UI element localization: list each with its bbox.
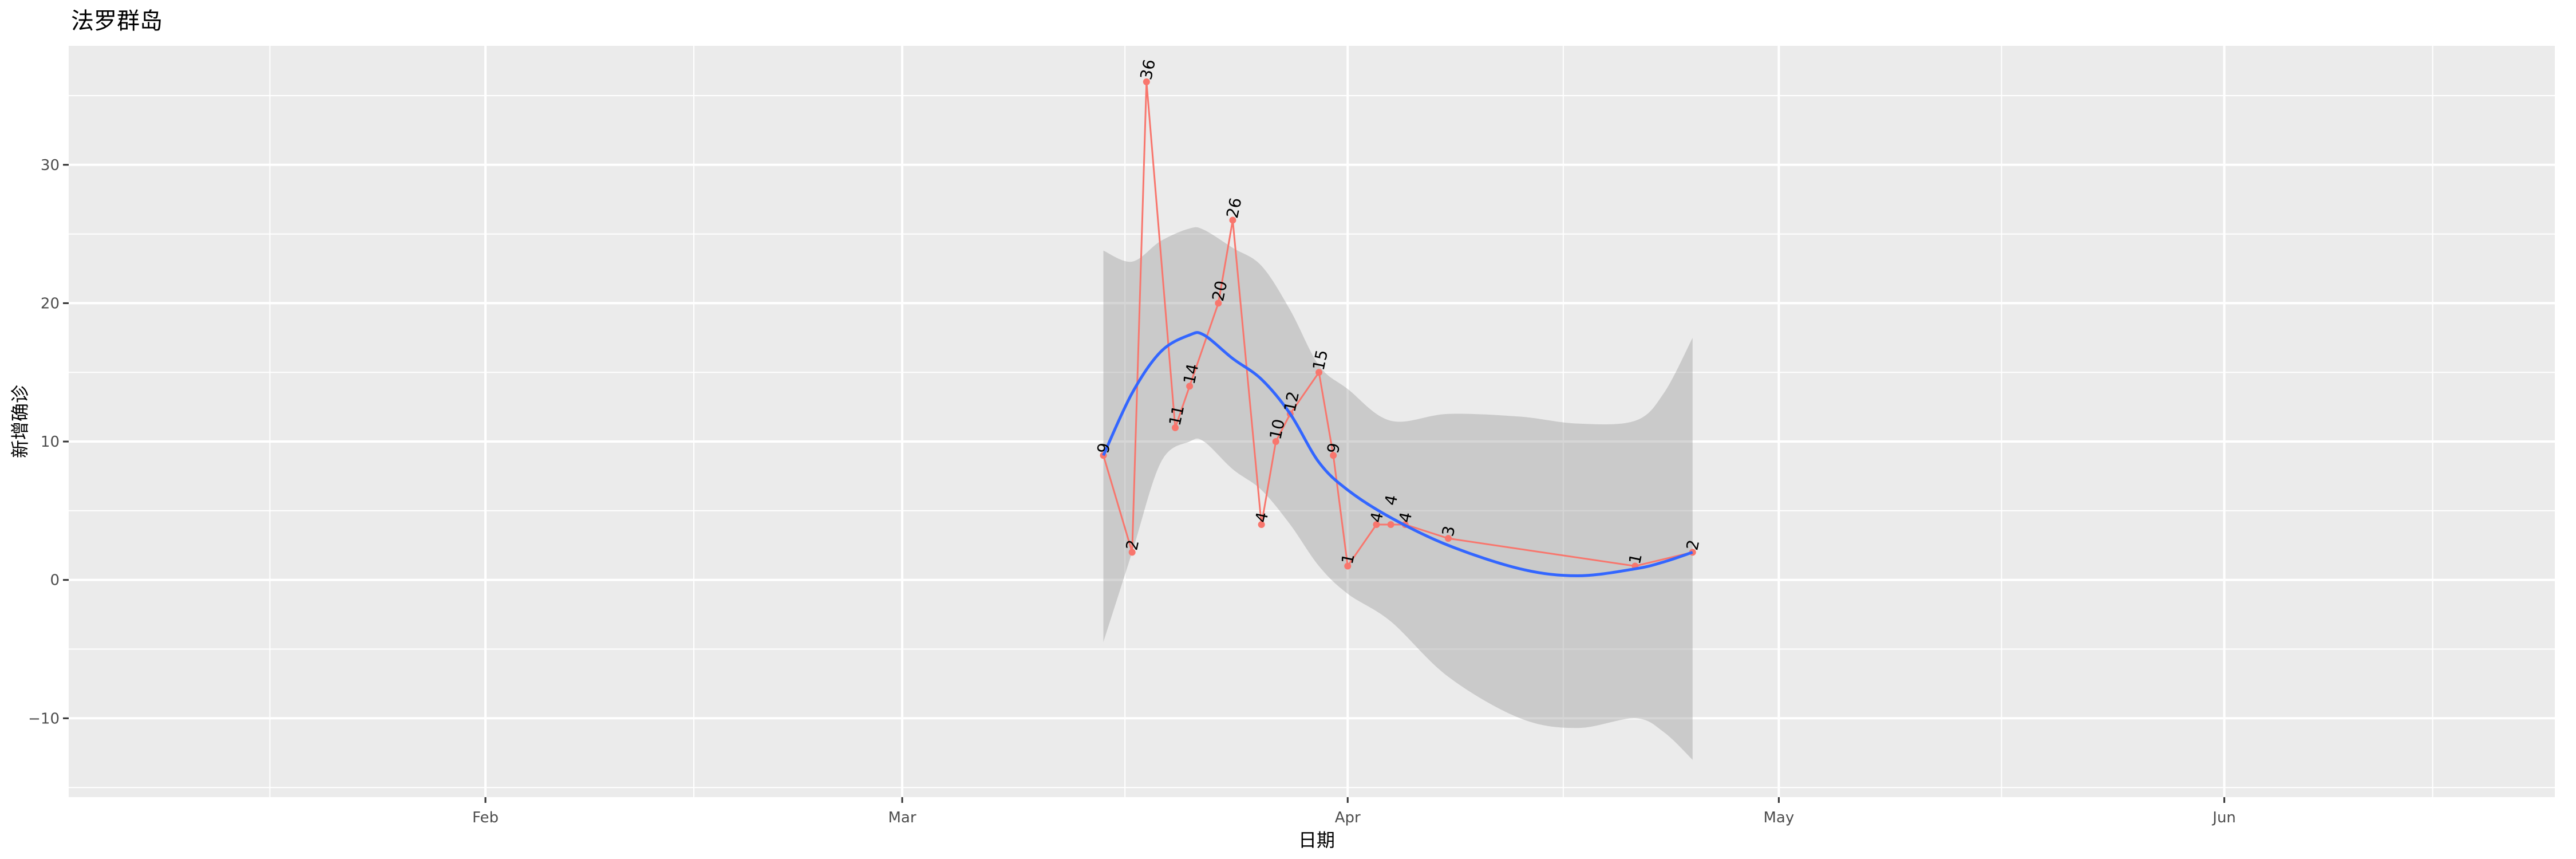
smooth-fit-line — [1102, 331, 1693, 577]
plot-panel — [69, 46, 2555, 797]
data-label: 20 — [1208, 279, 1231, 303]
smooth-line — [1102, 331, 1693, 577]
confidence-band — [1103, 227, 1693, 760]
data-point — [1215, 300, 1222, 307]
data-point — [1229, 216, 1236, 224]
data-label: 12 — [1280, 389, 1303, 413]
x-tick-label: Jun — [2211, 809, 2236, 826]
data-label: 26 — [1223, 196, 1246, 220]
x-tick-label: Apr — [1335, 809, 1361, 826]
data-point — [1272, 438, 1279, 446]
gridlines — [69, 46, 2555, 797]
y-tick-label: 20 — [41, 295, 60, 312]
data-label: 15 — [1309, 348, 1332, 372]
data-point — [1143, 78, 1150, 85]
data-point — [1373, 521, 1380, 529]
y-tick-label: 10 — [41, 434, 60, 451]
x-tick-label: Mar — [888, 809, 916, 826]
y-tick-label: 0 — [50, 572, 60, 589]
x-tick-label: May — [1763, 809, 1794, 826]
data-point — [1315, 369, 1323, 376]
data-point — [1444, 535, 1452, 542]
data-label: 36 — [1136, 58, 1159, 82]
y-tick-label: −10 — [28, 710, 60, 727]
y-tick-label: 30 — [41, 157, 60, 174]
confidence-ribbon — [1103, 227, 1693, 760]
x-tick-label: Feb — [472, 809, 499, 826]
data-label: 14 — [1180, 362, 1203, 386]
chart-title: 法罗群岛 — [71, 8, 163, 34]
data-label: 10 — [1266, 417, 1289, 442]
data-point — [1186, 383, 1194, 390]
data-point — [1344, 562, 1352, 570]
data-point — [1387, 521, 1394, 529]
axes: −10 0 10 20 30 Feb Mar Apr May Jun — [28, 157, 2236, 826]
x-axis-title: 日期 — [1298, 829, 1335, 851]
y-axis-title: 新增确诊 — [9, 385, 31, 458]
data-label: 11 — [1165, 404, 1188, 428]
data-point — [1330, 452, 1337, 459]
data-point — [1258, 521, 1265, 529]
data-point — [1128, 549, 1136, 556]
data-point — [1172, 424, 1179, 431]
